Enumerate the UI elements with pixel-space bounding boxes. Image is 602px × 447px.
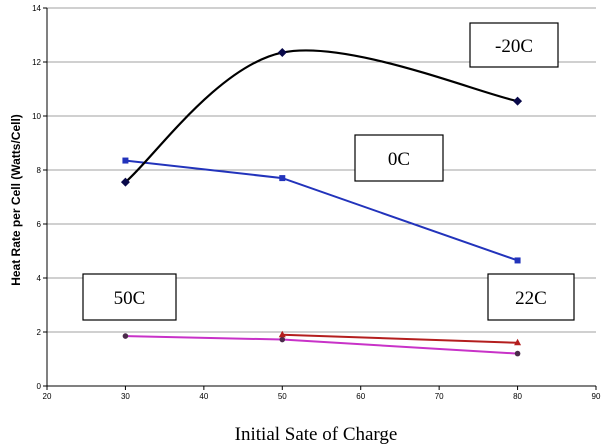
x-tick-label: 60: [356, 392, 365, 401]
annotation-box: [487, 273, 575, 321]
annotation-50c: 50C: [82, 273, 177, 321]
y-tick-label: 6: [37, 220, 42, 229]
x-axis-title: Initial Sate of Charge: [235, 424, 398, 445]
data-point-0c: [279, 175, 286, 182]
y-tick-label: 2: [37, 328, 42, 337]
series-line-50c: [125, 335, 518, 355]
data-point-22c: [514, 338, 522, 346]
data-point-50c: [122, 333, 129, 339]
axis-ticks: 0 2 4 6 8 10 12 14 20 30 40 50 60 70 80 90: [32, 4, 601, 401]
annotation-20c: -20C: [469, 22, 559, 68]
annotation-0c: 0C: [354, 134, 444, 182]
annotation-22c: 22C: [487, 273, 575, 321]
annotation-label: 0C: [388, 149, 410, 170]
annotation-label: -20C: [495, 36, 533, 57]
data-point-50c: [279, 336, 286, 343]
y-tick-label: 8: [37, 166, 42, 175]
annotation-label: 50C: [114, 288, 146, 309]
annotation-box: [354, 134, 444, 182]
y-tick-label: 12: [32, 58, 41, 67]
data-point-50c: [514, 350, 521, 357]
x-tick-label: 70: [435, 392, 444, 401]
y-axis-title: Heat Rate per Cell (Watts/Cell): [9, 114, 23, 286]
series-markers: [120, 48, 523, 357]
y-tick-label: 14: [32, 4, 41, 13]
x-tick-label: 20: [43, 392, 52, 401]
data-point-22c: [278, 330, 286, 338]
x-tick-label: 40: [199, 392, 208, 401]
y-tick-label: 10: [32, 112, 41, 121]
x-tick-label: 30: [121, 392, 130, 401]
series-line-22c: [282, 333, 518, 344]
data-point-0c: [122, 157, 129, 164]
series-lines: [124, 49, 518, 355]
annotation-label: 22C: [515, 288, 547, 309]
annotations: -20C 0C 50C 22C: [82, 22, 575, 321]
annotation-box: [82, 273, 177, 321]
data-point-20c: [120, 177, 130, 187]
y-tick-label: 4: [37, 274, 42, 283]
data-point-0c: [514, 257, 521, 264]
annotation-box: [469, 22, 559, 68]
series-line-0c: [125, 159, 518, 262]
data-point-20c: [277, 48, 287, 58]
x-tick-label: 80: [513, 392, 522, 401]
y-tick-label: 0: [37, 382, 42, 391]
x-tick-label: 90: [592, 392, 601, 401]
x-tick-label: 50: [278, 392, 287, 401]
data-point-20c: [513, 96, 523, 106]
